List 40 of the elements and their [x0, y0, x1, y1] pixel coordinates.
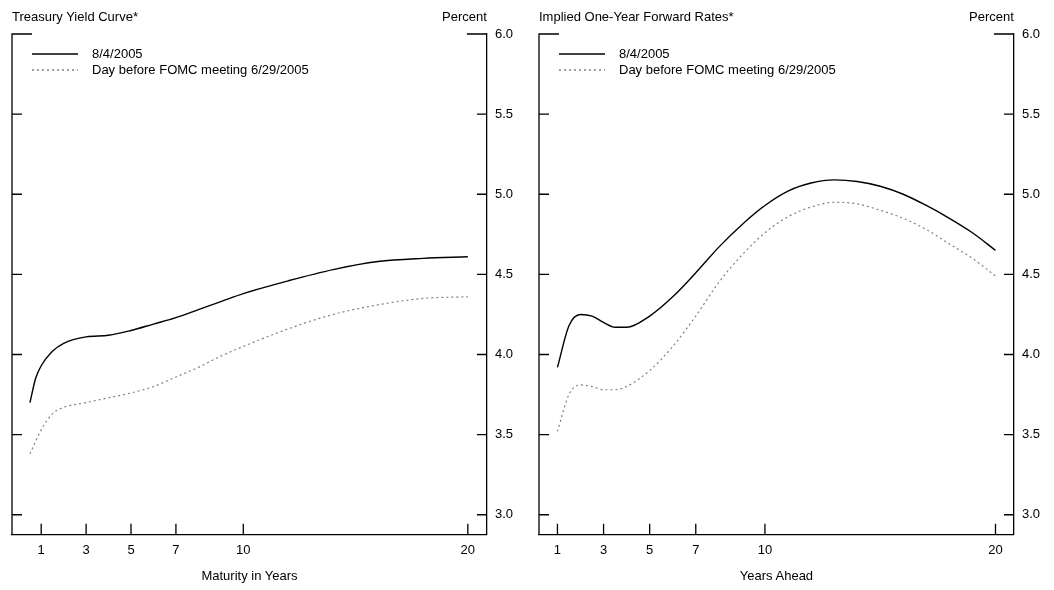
x-tick-label: 7 [692, 542, 700, 558]
line-series [29, 256, 469, 404]
y-tick-label: 3.0 [1021, 506, 1041, 522]
y-tick-label: 4.5 [494, 265, 514, 281]
y-axis-title: Percent [442, 9, 488, 24]
legend-label: 8/4/2005 [92, 45, 143, 61]
chart-title: Implied One-Year Forward Rates* [539, 9, 734, 24]
line-series [556, 179, 997, 369]
legend-label: 8/4/2005 [619, 45, 670, 61]
y-tick-label: 4.0 [494, 346, 514, 362]
legend-label: Day before FOMC meeting 6/29/2005 [92, 61, 309, 77]
y-tick-label: 5.0 [1021, 185, 1041, 201]
line-series [29, 296, 469, 455]
y-tick-label: 4.5 [1021, 265, 1041, 281]
x-tick-label: 7 [172, 542, 180, 558]
x-tick-label: 3 [82, 542, 90, 558]
y-tick-label: 3.5 [1021, 426, 1041, 442]
y-tick-label: 3.0 [494, 506, 514, 522]
x-tick-label: 10 [757, 542, 773, 558]
x-tick-label: 20 [460, 542, 476, 558]
y-tick-label: 4.0 [1021, 346, 1041, 362]
y-tick-label: 5.0 [494, 185, 514, 201]
x-tick-label: 1 [553, 542, 562, 558]
y-tick-label: 5.5 [1021, 105, 1041, 121]
x-tick-label: 5 [646, 542, 654, 558]
x-axis-title: Years Ahead [739, 567, 814, 583]
y-tick-label: 6.0 [494, 25, 514, 41]
y-tick-label: 6.0 [1021, 25, 1041, 41]
chart-title: Treasury Yield Curve* [12, 9, 138, 24]
x-tick-label: 20 [988, 542, 1003, 558]
y-tick-label: 5.5 [494, 105, 514, 121]
y-axis-title: Percent [969, 9, 1015, 24]
x-tick-label: 10 [236, 542, 251, 558]
y-tick-label: 3.5 [494, 426, 514, 442]
legend-label: Day before FOMC meeting 6/29/2005 [619, 61, 836, 77]
x-tick-label: 1 [37, 542, 45, 558]
x-tick-label: 5 [127, 542, 135, 558]
x-axis-title: Maturity in Years [201, 567, 299, 583]
x-tick-label: 3 [599, 542, 608, 558]
line-series [556, 201, 997, 433]
